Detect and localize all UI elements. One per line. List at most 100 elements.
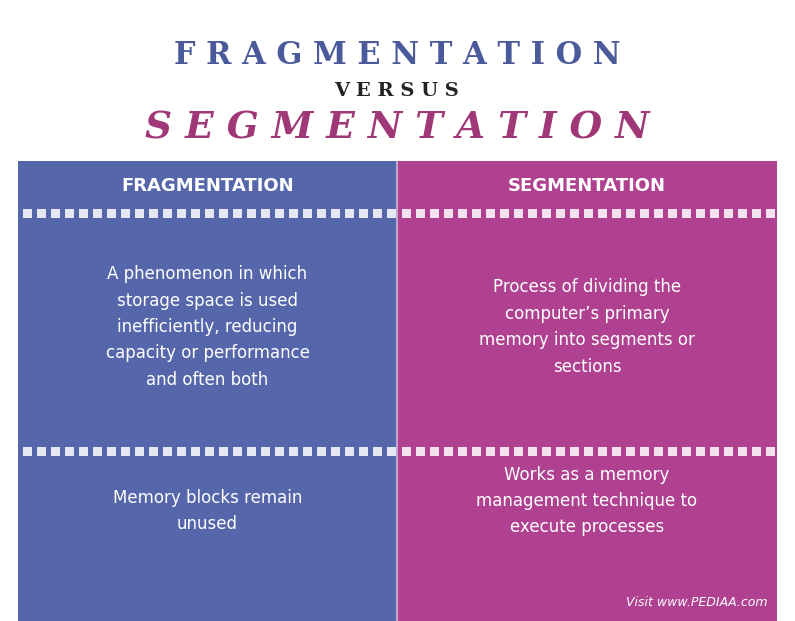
Bar: [556, 447, 565, 456]
Bar: [107, 209, 116, 218]
Bar: [472, 209, 481, 218]
Bar: [247, 209, 256, 218]
Bar: [444, 209, 453, 218]
Bar: [654, 209, 663, 218]
Bar: [373, 209, 382, 218]
Bar: [584, 447, 593, 456]
Bar: [121, 209, 130, 218]
Bar: [668, 447, 677, 456]
Bar: [486, 209, 495, 218]
Bar: [528, 447, 537, 456]
Bar: [598, 447, 607, 456]
Bar: [598, 209, 607, 218]
Bar: [359, 209, 368, 218]
Bar: [331, 209, 340, 218]
Bar: [303, 447, 312, 456]
Bar: [289, 447, 298, 456]
Bar: [500, 209, 509, 218]
Bar: [177, 447, 186, 456]
Bar: [584, 209, 593, 218]
Bar: [640, 447, 649, 456]
Bar: [51, 209, 60, 218]
Bar: [275, 209, 284, 218]
Text: FRAGMENTATION: FRAGMENTATION: [121, 177, 294, 195]
Bar: [668, 209, 677, 218]
Bar: [261, 209, 270, 218]
Bar: [219, 209, 228, 218]
Bar: [766, 209, 775, 218]
Bar: [397, 161, 777, 211]
Bar: [345, 447, 354, 456]
Bar: [486, 447, 495, 456]
Bar: [402, 447, 411, 456]
Text: S E G M E N T A T I O N: S E G M E N T A T I O N: [145, 109, 650, 147]
Bar: [373, 447, 382, 456]
Bar: [542, 209, 551, 218]
Bar: [331, 447, 340, 456]
Bar: [458, 209, 467, 218]
Bar: [570, 447, 579, 456]
Bar: [640, 209, 649, 218]
Bar: [23, 209, 32, 218]
Bar: [556, 209, 565, 218]
Bar: [247, 447, 256, 456]
Bar: [219, 447, 228, 456]
Bar: [233, 209, 242, 218]
Bar: [710, 447, 719, 456]
Bar: [766, 447, 775, 456]
Bar: [458, 447, 467, 456]
Bar: [514, 209, 523, 218]
Bar: [387, 447, 396, 456]
Bar: [191, 447, 200, 456]
Bar: [275, 447, 284, 456]
Bar: [345, 209, 354, 218]
Text: Visit www.PEDIAA.com: Visit www.PEDIAA.com: [626, 597, 767, 609]
Text: F R A G M E N T A T I O N: F R A G M E N T A T I O N: [173, 40, 620, 71]
Bar: [387, 209, 396, 218]
Bar: [18, 161, 397, 621]
Bar: [37, 447, 46, 456]
Bar: [430, 447, 439, 456]
Bar: [121, 447, 130, 456]
Bar: [696, 447, 705, 456]
Bar: [710, 209, 719, 218]
Bar: [444, 447, 453, 456]
Bar: [191, 209, 200, 218]
Bar: [416, 447, 425, 456]
Bar: [724, 447, 733, 456]
Bar: [738, 447, 747, 456]
Bar: [724, 209, 733, 218]
Bar: [65, 447, 74, 456]
Bar: [233, 447, 242, 456]
Bar: [149, 447, 158, 456]
Bar: [402, 209, 411, 218]
Bar: [65, 209, 74, 218]
Bar: [514, 447, 523, 456]
Bar: [612, 209, 621, 218]
Bar: [261, 447, 270, 456]
Bar: [135, 447, 144, 456]
Bar: [135, 209, 144, 218]
Bar: [696, 209, 705, 218]
Bar: [205, 447, 214, 456]
Text: Works as a memory
management technique to
execute processes: Works as a memory management technique t…: [476, 466, 697, 537]
Bar: [752, 447, 761, 456]
Bar: [177, 209, 186, 218]
Bar: [317, 447, 326, 456]
Bar: [542, 447, 551, 456]
Bar: [23, 447, 32, 456]
Bar: [51, 447, 60, 456]
Bar: [626, 209, 635, 218]
Bar: [654, 447, 663, 456]
Text: Memory blocks remain
unused: Memory blocks remain unused: [113, 489, 302, 533]
Bar: [93, 447, 102, 456]
Bar: [163, 447, 172, 456]
Bar: [682, 209, 691, 218]
Text: SEGMENTATION: SEGMENTATION: [508, 177, 666, 195]
Bar: [149, 209, 158, 218]
Bar: [430, 209, 439, 218]
Bar: [472, 447, 481, 456]
Bar: [205, 209, 214, 218]
Bar: [397, 161, 777, 621]
Bar: [93, 209, 102, 218]
